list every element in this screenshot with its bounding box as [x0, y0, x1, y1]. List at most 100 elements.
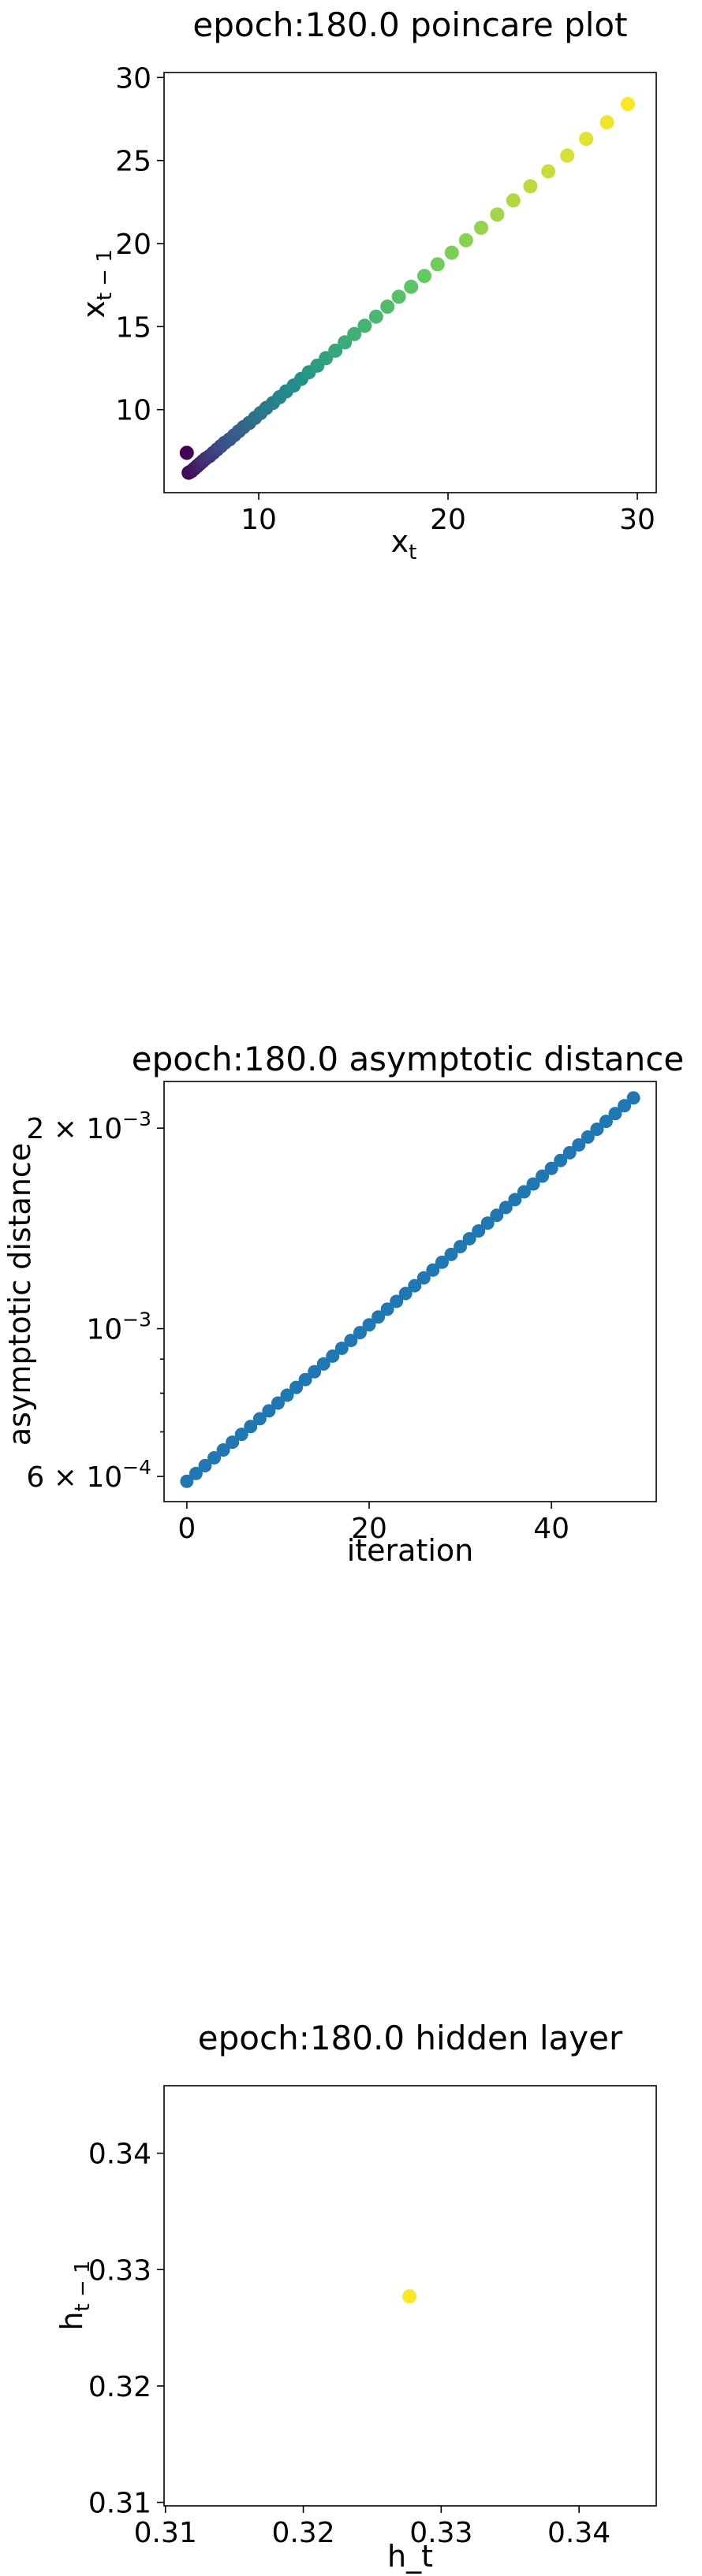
hidden-layer-points	[402, 2289, 417, 2304]
hidden-layer-chart: epoch:180.0 hidden layer 0.31 0.32 0.33 0.3…	[54, 2019, 657, 2574]
y-tick-label: 0.33	[88, 2254, 151, 2287]
y-tick-label: 15	[115, 311, 151, 344]
asymptotic-title: epoch:180.0 asymptotic distance	[132, 1040, 684, 1078]
data-point	[402, 2289, 417, 2304]
hidden-layer-y-ticks: 0.31 0.32 0.33 0.34	[88, 2139, 164, 2520]
data-point	[280, 1388, 294, 1402]
data-point	[362, 1318, 376, 1332]
data-point	[252, 1412, 267, 1426]
poincare-plot-area	[163, 72, 657, 493]
x-tick-label: 0.31	[134, 2517, 197, 2549]
data-point	[599, 115, 614, 130]
data-point	[562, 1145, 577, 1160]
data-point	[435, 1255, 449, 1269]
data-point	[391, 289, 406, 304]
poincare-title: epoch:180.0 poincare plot	[192, 6, 627, 44]
data-point	[189, 1466, 203, 1480]
data-point	[416, 1271, 431, 1285]
poincare-x-axis-label: xt	[391, 524, 417, 564]
data-point	[572, 1137, 586, 1152]
data-point	[590, 1122, 604, 1137]
data-point	[262, 1404, 276, 1418]
data-point	[417, 269, 431, 284]
data-point	[326, 1349, 340, 1363]
data-point	[444, 1247, 458, 1261]
data-point	[480, 1216, 495, 1230]
y-tick-label: 30	[115, 62, 151, 95]
data-point	[344, 1334, 358, 1348]
asymptotic-distance-chart: epoch:180.0 asymptotic distance 0 20 40 6 …	[2, 1040, 684, 1568]
x-tick-label: 0	[177, 1513, 196, 1545]
asymptotic-x-ticks: 0 20 40	[177, 1502, 569, 1545]
y-tick-label: 2 × 10−3	[26, 1107, 151, 1145]
data-point	[472, 1224, 486, 1238]
data-point	[608, 1107, 622, 1121]
data-point	[404, 279, 419, 294]
y-tick-label: 20	[115, 229, 151, 261]
x-tick-label: 20	[351, 1513, 387, 1545]
x-tick-label: 0.34	[547, 2517, 611, 2549]
x-tick-label: 20	[430, 504, 466, 536]
data-point	[490, 1208, 504, 1223]
asymptotic-y-ticks: 6 × 10−4 10−3 2 × 10−3	[26, 1107, 164, 1494]
data-point	[308, 1364, 322, 1379]
data-point	[338, 335, 353, 350]
data-point	[579, 132, 594, 147]
y-tick-label: 6 × 10−4	[26, 1456, 151, 1494]
data-point	[380, 1302, 394, 1316]
data-point	[581, 1130, 595, 1145]
data-point	[444, 245, 459, 260]
data-point	[347, 326, 362, 341]
asymptotic-x-axis-label: iteration	[347, 1533, 474, 1568]
data-point	[554, 1153, 568, 1167]
data-point	[408, 1279, 422, 1293]
data-point	[536, 1169, 550, 1183]
x-tick-label: 30	[619, 504, 655, 536]
data-point	[353, 1326, 367, 1340]
y-tick-label: 0.32	[88, 2371, 151, 2403]
hidden-layer-title: epoch:180.0 hidden layer	[198, 2019, 623, 2057]
data-point	[368, 309, 383, 324]
data-point	[544, 1161, 558, 1175]
x-tick-label: 10	[241, 504, 277, 536]
y-tick-label: 10	[115, 395, 151, 427]
data-point	[207, 1450, 222, 1465]
data-point	[357, 318, 372, 333]
data-point	[271, 1396, 285, 1410]
data-point	[490, 207, 505, 222]
x-tick-label: 40	[533, 1513, 569, 1545]
poincare-y-axis-label: xt − 1	[77, 249, 117, 318]
data-point	[462, 1232, 476, 1246]
data-point	[244, 1420, 258, 1434]
hidden-layer-x-ticks: 0.31 0.32 0.33 0.34	[134, 2506, 611, 2549]
y-tick-label: 0.31	[88, 2488, 151, 2520]
data-point	[599, 1115, 613, 1129]
data-point	[298, 1372, 312, 1387]
data-point	[398, 1286, 413, 1301]
data-point	[319, 351, 334, 366]
data-point	[474, 220, 488, 235]
y-tick-label: 25	[115, 146, 151, 178]
poincare-y-ticks: 10 15 20 25 30	[115, 62, 164, 427]
data-point	[234, 1428, 248, 1442]
data-point	[458, 233, 473, 248]
data-point	[328, 343, 343, 358]
x-tick-label: 0.32	[271, 2517, 334, 2549]
data-point	[454, 1239, 468, 1253]
data-point	[216, 1443, 230, 1457]
y-tick-label: 0.34	[88, 2139, 151, 2171]
data-point	[541, 164, 556, 179]
data-point	[523, 179, 538, 194]
data-point	[560, 148, 575, 163]
x-tick-label: 0.33	[409, 2517, 472, 2549]
data-point	[390, 1294, 404, 1308]
data-point	[226, 1435, 240, 1450]
data-point	[618, 1099, 632, 1113]
asymptotic-y-axis-label: asymptotic distance	[2, 1143, 37, 1446]
hidden-layer-x-axis-label: h_t	[387, 2539, 433, 2574]
data-point	[508, 1193, 522, 1207]
y-tick-label: 10−3	[86, 1308, 151, 1346]
poincare-x-ticks: 10 20 30	[241, 493, 655, 536]
data-point	[517, 1185, 531, 1199]
